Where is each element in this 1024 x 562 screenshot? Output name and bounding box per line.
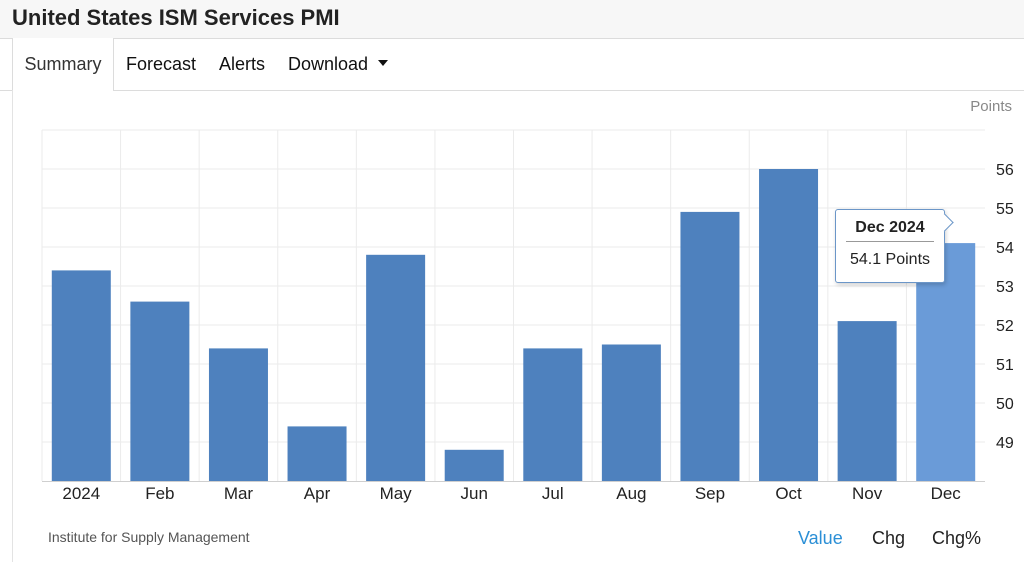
bar-apr: [287, 426, 347, 481]
bar-aug: [601, 344, 661, 481]
unit-label: Points: [970, 98, 1012, 115]
y-tick-label: 53: [996, 279, 1014, 296]
x-tick-label: Feb: [145, 484, 174, 503]
left-border: [12, 90, 13, 562]
source-credit: Institute for Supply Management: [48, 529, 250, 545]
x-axis-labels: 2024 Feb Mar Apr May Jun Jul Aug Sep Oct Nov Dec: [62, 484, 961, 503]
x-tick-label: Mar: [224, 484, 254, 503]
chg-toggle[interactable]: Chg: [872, 528, 906, 548]
bar-nov: [837, 321, 897, 481]
bar-mar: [208, 348, 268, 481]
y-tick-label: 50: [996, 396, 1014, 413]
caret-down-icon: [378, 60, 389, 67]
tooltip-title: Dec 2024: [855, 219, 925, 236]
x-tick-label: Apr: [304, 484, 331, 503]
page-title: United States ISM Services PMI: [12, 5, 340, 30]
y-tick-label: 49: [996, 435, 1014, 452]
y-axis-labels: 49 50 51 52 53 54 55 56: [996, 162, 1014, 452]
x-tick-label: Jul: [542, 484, 564, 503]
x-tick-label: May: [380, 484, 413, 503]
x-tick-label: 2024: [62, 484, 100, 503]
tab-download[interactable]: Download: [288, 38, 389, 90]
tooltip-divider: [846, 241, 934, 242]
y-tick-label: 54: [996, 240, 1014, 257]
page-header: United States ISM Services PMI: [0, 0, 1024, 39]
x-tick-label: Dec: [931, 484, 962, 503]
tab-alerts[interactable]: Alerts: [219, 54, 266, 74]
y-tick-label: 51: [996, 357, 1014, 374]
x-tick-label: Sep: [695, 484, 725, 503]
tab-summary[interactable]: Summary: [12, 38, 114, 91]
chart-tooltip: Dec 2024 54.1 Points: [835, 209, 954, 283]
value-toggle[interactable]: Value: [798, 528, 843, 548]
x-tick-label: Oct: [775, 484, 802, 503]
x-tick-label: Aug: [616, 484, 646, 503]
bar-jun: [444, 449, 504, 481]
y-tick-label: 56: [996, 162, 1014, 179]
y-tick-label: 55: [996, 201, 1014, 218]
tab-forecast[interactable]: Forecast: [126, 54, 197, 74]
grid-layer: [41, 129, 985, 482]
bar-jul: [523, 348, 583, 481]
tab-bar: Summary Forecast Alerts Download: [0, 38, 1024, 91]
x-tick-label: Nov: [852, 484, 883, 503]
bar-feb: [130, 301, 190, 481]
chg-percent-toggle[interactable]: Chg%: [932, 528, 982, 548]
y-tick-label: 52: [996, 318, 1014, 335]
bar-oct: [759, 169, 819, 481]
bar-2024: [51, 270, 111, 481]
tooltip-value: 54.1 Points: [849, 251, 931, 268]
x-tick-label: Jun: [460, 484, 487, 503]
tab-download-label: Download: [288, 54, 369, 74]
bar-sep: [680, 211, 740, 481]
bar-may: [366, 254, 426, 481]
